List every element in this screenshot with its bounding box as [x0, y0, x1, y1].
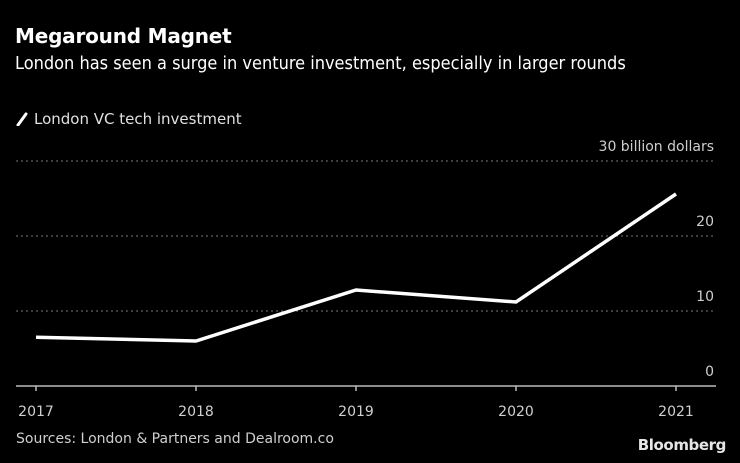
legend: London VC tech investment — [16, 110, 242, 128]
y-tick-label: 0 — [705, 364, 714, 380]
x-tick-label: 2017 — [18, 404, 54, 420]
y-tick-label: 30 billion dollars — [599, 139, 714, 155]
series-line — [35, 192, 677, 343]
legend-label: London VC tech investment — [34, 110, 242, 128]
bloomberg-logo: Bloomberg — [637, 436, 727, 454]
chart-title: Megaround Magnet — [15, 24, 232, 48]
x-tick-label: 2019 — [338, 404, 374, 420]
source-note: Sources: London & Partners and Dealroom.… — [16, 431, 334, 447]
legend-line-icon — [16, 112, 28, 126]
y-tick-label: 20 — [696, 214, 714, 230]
chart-subtitle: London has seen a surge in venture inves… — [15, 53, 626, 74]
x-tick-label: 2018 — [178, 404, 214, 420]
y-tick-label: 10 — [696, 289, 714, 305]
x-tick-label: 2021 — [658, 404, 694, 420]
x-tick-label: 2020 — [498, 404, 534, 420]
